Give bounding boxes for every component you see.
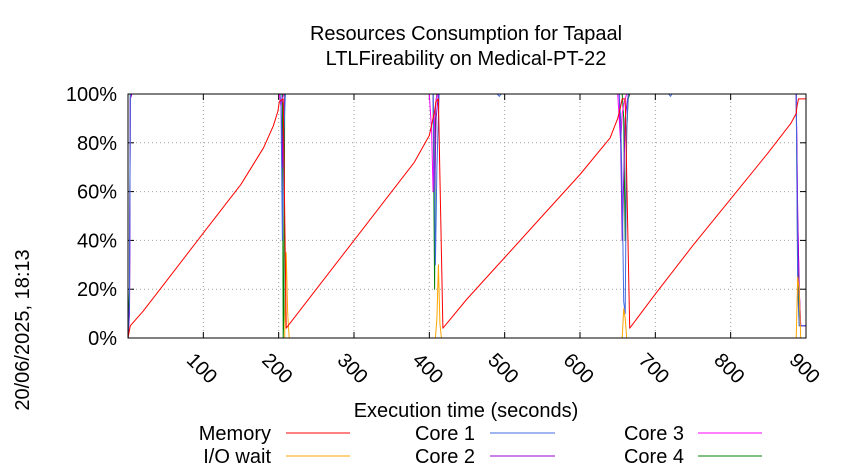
y-tick-label: 0% bbox=[88, 328, 117, 350]
x-tick-label: 400 bbox=[408, 349, 447, 388]
y-tick-label: 100% bbox=[66, 84, 117, 106]
legend-label: I/O wait bbox=[203, 446, 271, 468]
chart-title-line-1: Resources Consumption for Tapaal bbox=[310, 23, 622, 45]
y-tick-label: 60% bbox=[77, 182, 117, 204]
x-tick-label: 600 bbox=[559, 349, 598, 388]
x-tick-label: 900 bbox=[785, 349, 824, 388]
x-tick-label: 200 bbox=[257, 349, 296, 388]
series-line-core-1 bbox=[127, 93, 806, 339]
x-tick-label: 700 bbox=[634, 349, 673, 388]
series-line-core-2 bbox=[127, 93, 806, 339]
grid bbox=[128, 93, 807, 339]
legend-label: Memory bbox=[199, 423, 271, 445]
legend-label: Core 3 bbox=[624, 423, 684, 445]
x-axis-label: Execution time (seconds) bbox=[354, 400, 579, 422]
plot-frame bbox=[127, 93, 807, 339]
series-line-core-4 bbox=[127, 93, 806, 339]
x-tick-label: 100 bbox=[182, 349, 221, 388]
y-tick-label: 20% bbox=[77, 279, 117, 301]
series-line-core-3 bbox=[127, 93, 806, 339]
legend-label: Core 4 bbox=[624, 446, 684, 468]
series-lines bbox=[127, 93, 806, 339]
timestamp: 20/06/2025, 18:13 bbox=[12, 249, 34, 410]
series-line-memory bbox=[127, 98, 806, 339]
x-tick-label: 800 bbox=[709, 349, 748, 388]
legend-label: Core 2 bbox=[415, 446, 475, 468]
y-tick-label: 40% bbox=[77, 230, 117, 252]
x-tick-labels: 100 200 300 400 500 600 700 800 900 bbox=[182, 349, 824, 388]
y-tick-labels: 0% 20% 40% 60% 80% 100% bbox=[66, 84, 117, 350]
x-tick-label: 500 bbox=[483, 349, 522, 388]
chart-title-line-2: LTLFireability on Medical-PT-22 bbox=[326, 48, 607, 70]
legend-label: Core 1 bbox=[415, 423, 475, 445]
x-tick-label: 300 bbox=[333, 349, 372, 388]
series-line-i-o-wait bbox=[128, 252, 806, 339]
y-tick-label: 80% bbox=[77, 133, 117, 155]
